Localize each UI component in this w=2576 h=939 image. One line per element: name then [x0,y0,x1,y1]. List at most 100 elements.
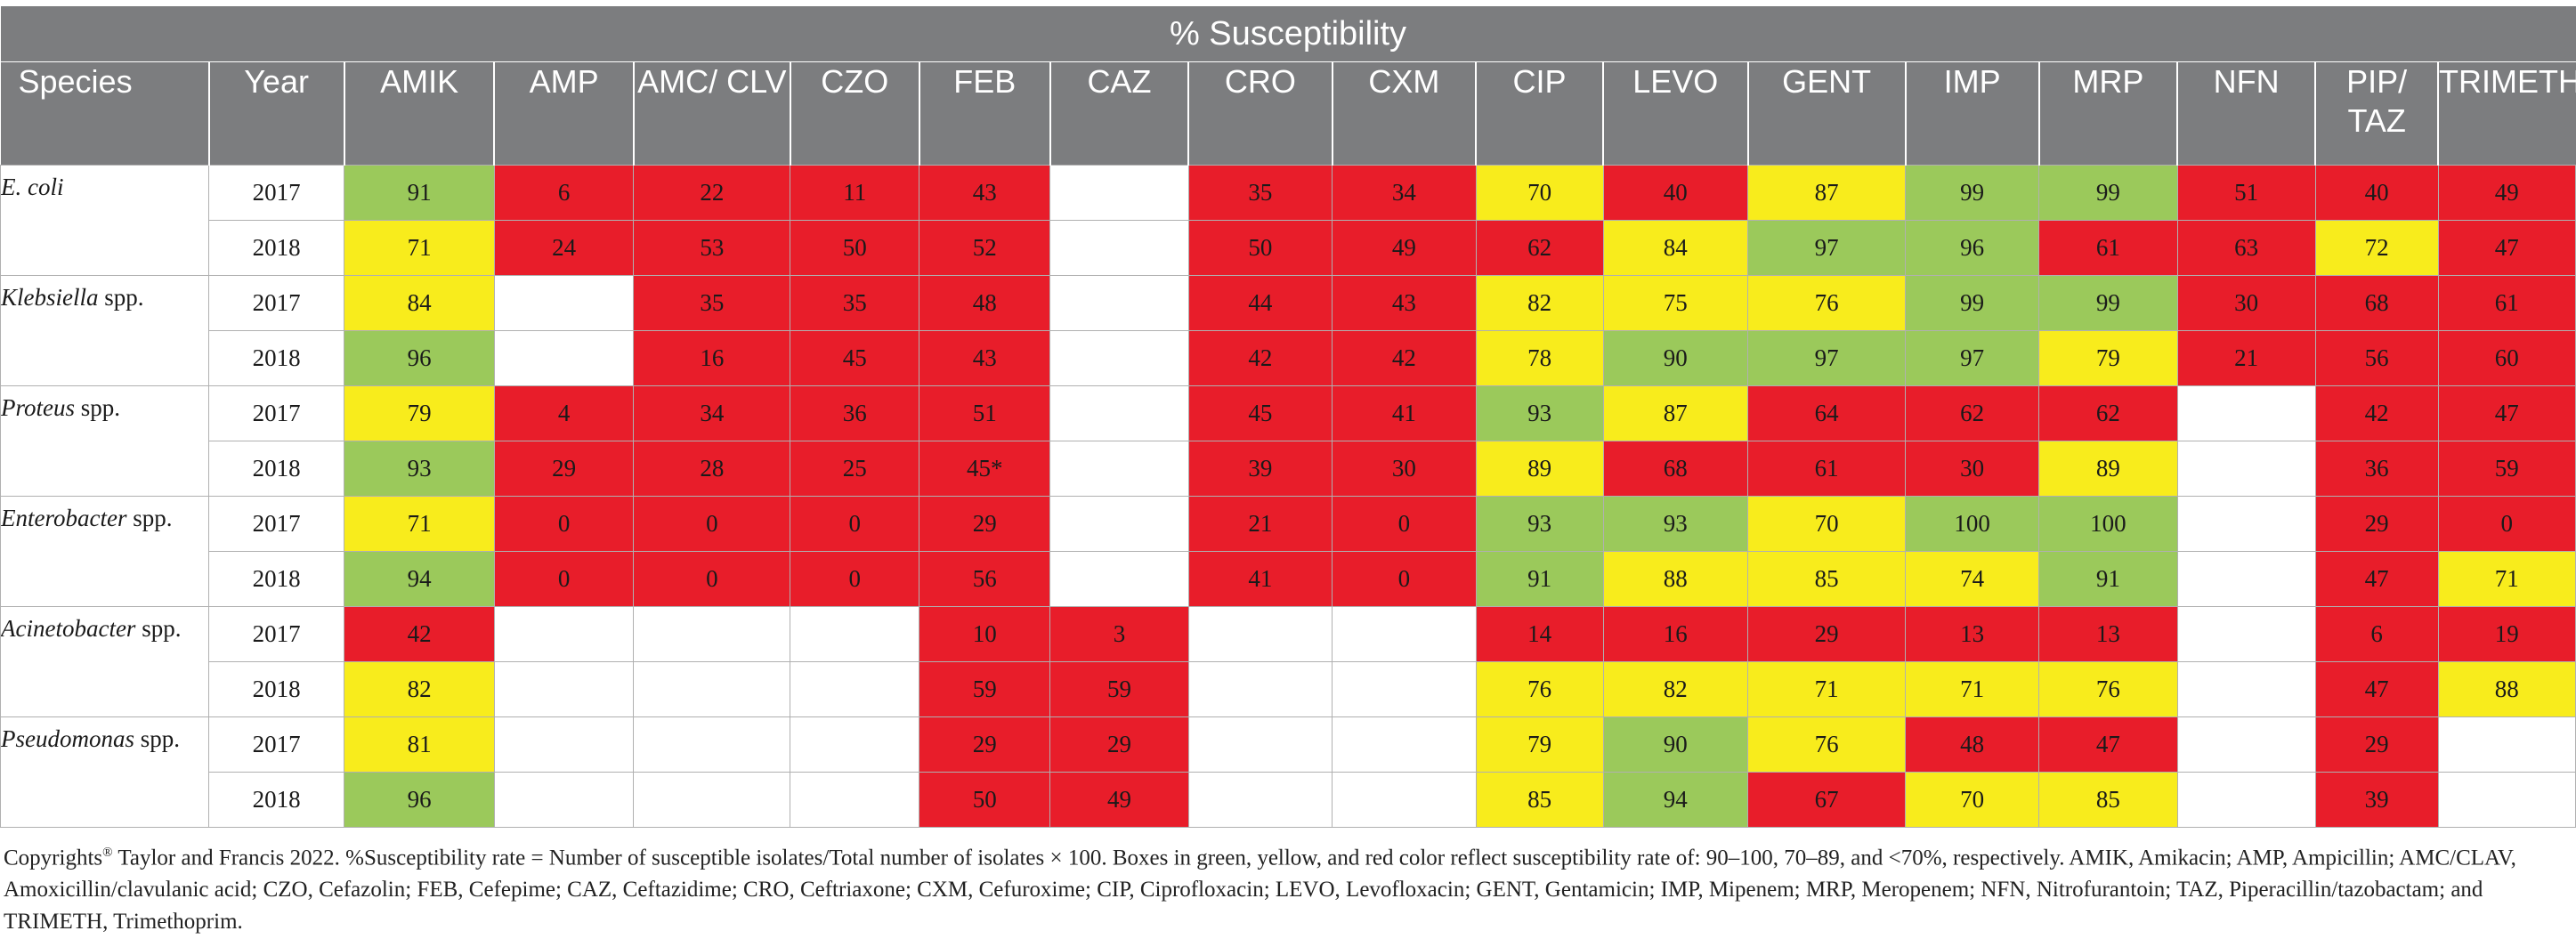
species-suffix: spp. [135,615,182,642]
susceptibility-cell: 47 [2437,220,2576,276]
susceptibility-cell: 45* [919,441,1051,497]
susceptibility-cell: 36 [2314,441,2439,497]
susceptibility-cell [1049,441,1189,497]
year-cell: 2018 [207,772,345,828]
susceptibility-cell [1187,606,1333,662]
susceptibility-cell: 85 [1747,551,1907,607]
susceptibility-cell: 0 [633,551,791,607]
table-row: Proteus spp. 2017 79 4 34 36 51 45 41 93 87 64 62 62 4… [0,385,2576,497]
table-row: 2018 82 59 59 76 82 71 71 76 47 88 [1,661,2576,717]
susceptibility-cell: 6 [493,165,635,221]
susceptibility-cell [1332,772,1477,828]
year-cell: 2017 [207,165,345,221]
susceptibility-cell: 39 [2314,772,2439,828]
susceptibility-cell: 0 [790,551,920,607]
year-cell: 2017 [207,716,345,773]
susceptibility-cell: 30 [1332,441,1477,497]
susceptibility-cell: 13 [1905,606,2040,662]
susceptibility-cell: 59 [1049,661,1189,717]
table-row: 2018 94 0 0 0 56 41 0 91 88 85 74 91 47 71 [1,551,2576,607]
susceptibility-cell: 28 [633,441,791,497]
susceptibility-cell: 3 [1049,606,1189,662]
susceptibility-cell: 76 [1475,661,1604,717]
susceptibility-cell: 29 [1747,606,1907,662]
susceptibility-cell: 45 [790,330,920,386]
drug-column-header: GENT [1746,61,1906,166]
table-row: 2018 96 16 45 43 42 42 78 90 97 97 79 21 56 60 [1,330,2576,386]
susceptibility-cell: 79 [2038,330,2178,386]
susceptibility-cell: 30 [1905,441,2040,497]
susceptibility-cell: 0 [633,496,791,552]
year-cell: 2018 [207,551,345,607]
susceptibility-cell: 67 [1747,772,1907,828]
susceptibility-cell: 61 [1747,441,1907,497]
susceptibility-cell: 84 [344,275,495,331]
susceptibility-cell: 56 [919,551,1051,607]
susceptibility-cell: 91 [2038,551,2178,607]
susceptibility-cell: 0 [2437,496,2576,552]
susceptibility-cell: 89 [2038,441,2178,497]
species-name-cell: Enterobacter spp. [0,496,209,607]
susceptibility-cell: 42 [344,606,495,662]
year-cell: 2017 [207,385,345,441]
susceptibility-cell: 22 [633,165,791,221]
susceptibility-cell: 44 [1187,275,1333,331]
susceptibility-cell: 71 [344,220,495,276]
susceptibility-cell: 35 [633,275,791,331]
susceptibility-cell: 50 [1187,220,1333,276]
susceptibility-cell [1332,606,1477,662]
species-name-cell: Proteus spp. [0,385,209,497]
susceptibility-cell [2437,716,2576,773]
susceptibility-cell: 50 [919,772,1051,828]
susceptibility-cell: 99 [2038,275,2178,331]
susceptibility-cell: 47 [2314,661,2439,717]
susceptibility-cell: 79 [344,385,495,441]
table-row: Enterobacter spp. 2017 71 0 0 0 29 21 0 93 93 70 100… [0,496,2576,607]
susceptibility-cell [493,716,635,773]
susceptibility-cell: 4 [493,385,635,441]
susceptibility-cell: 41 [1187,551,1333,607]
susceptibility-cell: 29 [493,441,635,497]
susceptibility-cell: 70 [1905,772,2040,828]
susceptibility-cell: 47 [2437,385,2576,441]
susceptibility-cell [493,330,635,386]
susceptibility-cell [633,661,791,717]
susceptibility-cell [1049,330,1189,386]
susceptibility-cell [1049,496,1189,552]
species-suffix: spp. [126,505,173,531]
drug-column-header: TRIMETH [2437,61,2576,166]
susceptibility-cell: 97 [1747,220,1907,276]
susceptibility-cell: 82 [344,661,495,717]
registered-mark: ® [102,846,113,860]
susceptibility-cell: 71 [1905,661,2040,717]
susceptibility-cell: 64 [1747,385,1907,441]
susceptibility-cell: 53 [633,220,791,276]
susceptibility-cell: 40 [1602,165,1749,221]
susceptibility-cell [1049,220,1189,276]
susceptibility-cell: 93 [344,441,495,497]
susceptibility-cell [1049,385,1189,441]
susceptibility-cell: 99 [2038,165,2178,221]
susceptibility-cell [493,606,635,662]
susceptibility-cell [1332,661,1477,717]
susceptibility-cell: 47 [2314,551,2439,607]
susceptibility-cell: 24 [493,220,635,276]
susceptibility-cell: 11 [790,165,920,221]
susceptibility-cell [493,661,635,717]
susceptibility-cell [2176,441,2316,497]
drug-column-header: IMP [1904,61,2039,166]
susceptibility-cell: 60 [2437,330,2576,386]
year-cell: 2018 [207,441,345,497]
susceptibility-cell: 61 [2437,275,2576,331]
susceptibility-cell [2176,716,2316,773]
susceptibility-cell: 47 [2038,716,2178,773]
species-genus: Acinetobacter [1,615,136,642]
species-name-cell: Acinetobacter spp. [0,606,209,717]
susceptibility-cell: 88 [1602,551,1749,607]
species-genus: E. coli [1,174,64,200]
susceptibility-cell [493,275,635,331]
footnote-prefix: Copyrights [4,846,103,870]
susceptibility-cell: 96 [344,772,495,828]
susceptibility-cell: 13 [2038,606,2178,662]
susceptibility-cell: 97 [1905,330,2040,386]
